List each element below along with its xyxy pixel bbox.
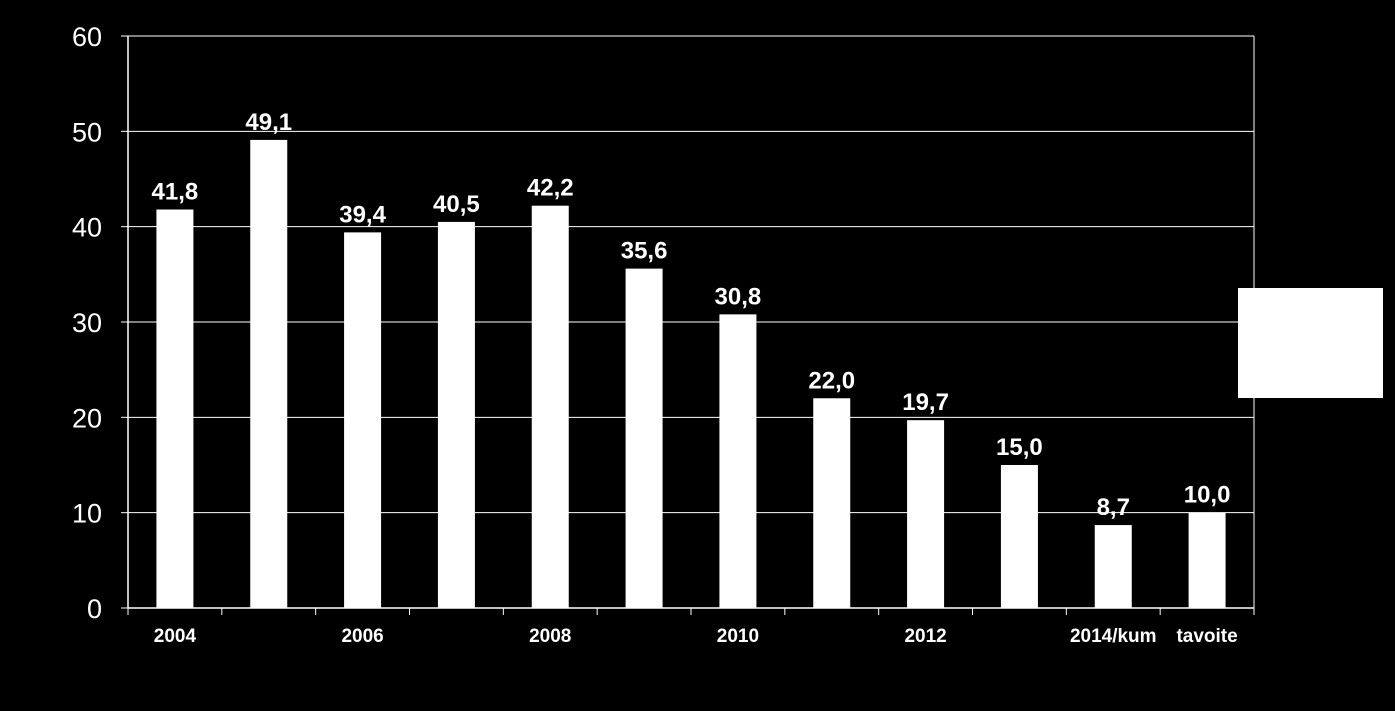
x-tick-label: 2014/kum: [1070, 626, 1157, 647]
y-tick-label: 0: [87, 594, 102, 624]
bar-value-label: 8,7: [1097, 494, 1130, 521]
bar: [625, 268, 663, 608]
bar-value-label: 30,8: [715, 283, 762, 310]
bars: [156, 139, 1226, 609]
x-tick-label: 2012: [904, 626, 946, 647]
y-tick-label: 50: [72, 117, 102, 147]
bar: [344, 232, 382, 609]
bar-value-label: 39,4: [339, 201, 386, 228]
bar: [719, 314, 757, 608]
bar: [1094, 525, 1132, 608]
y-tick-label: 40: [72, 213, 102, 243]
bar-value-label: 41,8: [152, 179, 199, 206]
bar-value-label: 10,0: [1184, 482, 1231, 509]
y-tick-label: 60: [72, 22, 102, 52]
x-tick-label: tavoite: [1176, 626, 1237, 647]
bar: [250, 139, 288, 608]
axes: 0 10 20 30 40 50 60 2004 2006 2008 2010 2012 2014/ku…: [72, 22, 1255, 647]
y-tick-label: 30: [72, 308, 102, 338]
bar-value-label: 15,0: [996, 434, 1043, 461]
x-tick-label: 2008: [529, 626, 571, 647]
bar: [156, 209, 194, 609]
bar-value-label: 49,1: [245, 109, 292, 136]
bar-value-label: 42,2: [527, 175, 574, 202]
bar-value-label: 19,7: [902, 389, 949, 416]
grid-lines: [128, 35, 1255, 608]
x-tick-label: 2010: [717, 626, 759, 647]
bar-value-label: 35,6: [621, 238, 668, 265]
x-tick-label: 2006: [341, 626, 383, 647]
bar: [813, 398, 851, 608]
bar-value-label: 40,5: [433, 191, 480, 218]
legend-box: [1238, 288, 1383, 398]
bar: [437, 221, 475, 608]
x-tick-label: 2004: [154, 626, 197, 647]
bar: [1188, 512, 1226, 608]
bar: [531, 205, 569, 608]
bar-value-label: 22,0: [808, 367, 855, 394]
bar: [1000, 465, 1038, 608]
bar: [907, 420, 945, 608]
y-tick-label: 10: [72, 499, 102, 529]
data-labels: 41,8 49,1 39,4 40,5 42,2 35,6 30,8 22,0 19,7 15,0…: [152, 109, 1231, 521]
y-tick-label: 20: [72, 403, 102, 433]
